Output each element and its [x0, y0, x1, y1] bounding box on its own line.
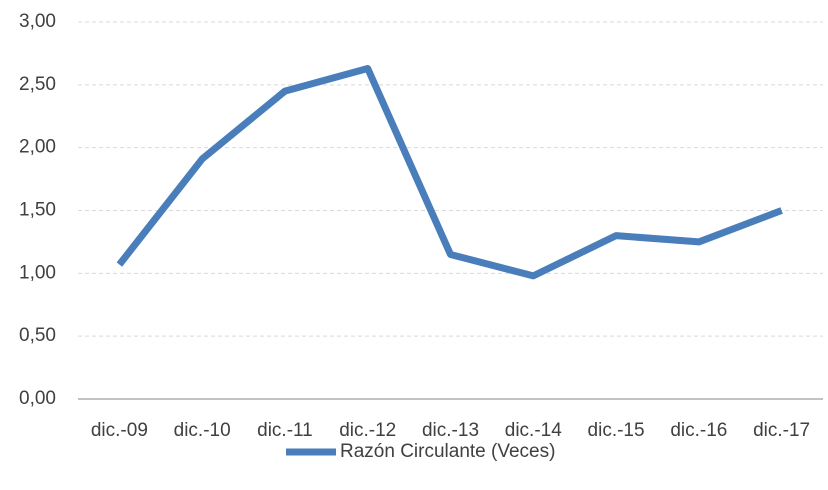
x-tick-label: dic.-12: [339, 420, 396, 441]
x-tick-label: dic.-16: [670, 420, 727, 441]
legend-label: Razón Circulante (Veces): [340, 441, 555, 462]
x-tick-label: dic.-14: [505, 420, 562, 441]
y-tick-label: 2,00: [19, 137, 56, 158]
y-tick-label: 1,50: [19, 200, 56, 221]
x-tick-label: dic.-11: [257, 420, 313, 441]
y-tick-label: 0,50: [19, 325, 56, 346]
x-tick-label: dic.-13: [422, 420, 479, 441]
y-tick-label: 2,50: [19, 74, 56, 95]
y-tick-label: 3,00: [19, 11, 56, 32]
y-tick-label: 1,00: [19, 262, 56, 283]
x-tick-label: dic.-17: [753, 420, 810, 441]
x-tick-label: dic.-10: [174, 420, 231, 441]
x-tick-label: dic.-15: [588, 420, 645, 441]
x-tick-label: dic.-09: [91, 420, 148, 441]
y-tick-label: 0,00: [19, 388, 56, 409]
data-line: [116, 64, 783, 280]
